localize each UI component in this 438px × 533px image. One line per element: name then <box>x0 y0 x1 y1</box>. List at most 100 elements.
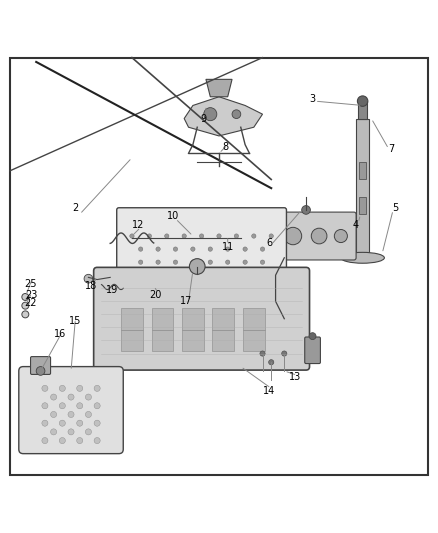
Circle shape <box>85 394 92 400</box>
Ellipse shape <box>199 230 212 247</box>
Circle shape <box>85 429 92 435</box>
Text: 17: 17 <box>180 296 193 306</box>
Circle shape <box>94 438 100 443</box>
Text: 13: 13 <box>289 373 301 383</box>
Circle shape <box>42 403 48 409</box>
Circle shape <box>138 247 143 251</box>
Circle shape <box>189 259 205 274</box>
Circle shape <box>50 411 57 417</box>
Circle shape <box>165 234 169 238</box>
Circle shape <box>311 228 327 244</box>
Bar <box>121 329 143 351</box>
Circle shape <box>357 96 368 107</box>
Circle shape <box>22 294 29 301</box>
Text: 18: 18 <box>85 281 97 291</box>
Circle shape <box>309 333 316 340</box>
Circle shape <box>284 228 302 245</box>
Circle shape <box>156 260 160 264</box>
Text: 11: 11 <box>222 242 234 252</box>
Circle shape <box>94 420 100 426</box>
Circle shape <box>199 234 204 238</box>
Circle shape <box>77 385 83 391</box>
Text: 15: 15 <box>69 316 81 326</box>
Ellipse shape <box>220 228 235 249</box>
Text: 9: 9 <box>201 114 207 124</box>
FancyBboxPatch shape <box>117 208 286 277</box>
Bar <box>356 118 369 258</box>
Bar <box>152 329 173 351</box>
Circle shape <box>94 403 100 409</box>
Text: 23: 23 <box>25 290 37 300</box>
FancyBboxPatch shape <box>94 268 310 370</box>
Circle shape <box>208 260 212 264</box>
Circle shape <box>114 272 124 282</box>
Bar <box>212 308 234 329</box>
Text: 20: 20 <box>150 290 162 300</box>
Circle shape <box>147 234 152 238</box>
Bar <box>243 329 265 351</box>
Circle shape <box>42 385 48 391</box>
Text: 12: 12 <box>132 220 145 230</box>
Bar <box>358 101 367 118</box>
Circle shape <box>217 234 221 238</box>
Circle shape <box>182 234 186 238</box>
Circle shape <box>50 394 57 400</box>
Circle shape <box>269 234 273 238</box>
Text: 16: 16 <box>54 329 66 339</box>
Circle shape <box>138 260 143 264</box>
Circle shape <box>59 438 65 443</box>
Text: 4: 4 <box>353 220 359 230</box>
Ellipse shape <box>186 230 199 247</box>
Text: 14: 14 <box>263 385 275 395</box>
Text: 25: 25 <box>25 279 37 289</box>
Text: 3: 3 <box>310 94 316 104</box>
Circle shape <box>22 311 29 318</box>
Circle shape <box>334 230 347 243</box>
Bar <box>243 308 265 329</box>
Bar <box>121 308 143 329</box>
Bar <box>182 308 204 329</box>
Circle shape <box>59 385 65 391</box>
Text: 2: 2 <box>72 203 78 213</box>
Bar <box>152 308 173 329</box>
FancyBboxPatch shape <box>19 367 123 454</box>
Polygon shape <box>184 97 262 136</box>
Text: 10: 10 <box>167 212 180 221</box>
Text: 22: 22 <box>25 298 37 309</box>
Circle shape <box>84 274 93 283</box>
Circle shape <box>260 351 265 356</box>
Circle shape <box>130 234 134 238</box>
Bar <box>359 197 366 214</box>
Circle shape <box>42 420 48 426</box>
Circle shape <box>191 260 195 264</box>
Polygon shape <box>206 79 232 97</box>
FancyBboxPatch shape <box>31 357 50 375</box>
Circle shape <box>191 247 195 251</box>
Text: 7: 7 <box>388 144 394 154</box>
Circle shape <box>22 302 29 309</box>
Bar <box>212 329 234 351</box>
Bar <box>182 329 204 351</box>
Circle shape <box>68 429 74 435</box>
Circle shape <box>85 411 92 417</box>
Text: 5: 5 <box>392 203 399 213</box>
Circle shape <box>243 247 247 251</box>
Circle shape <box>68 394 74 400</box>
Circle shape <box>173 260 178 264</box>
Circle shape <box>173 247 178 251</box>
Circle shape <box>243 260 247 264</box>
Circle shape <box>94 385 100 391</box>
Bar <box>359 162 366 180</box>
Text: 6: 6 <box>266 238 272 247</box>
Circle shape <box>234 234 239 238</box>
Circle shape <box>260 260 265 264</box>
Circle shape <box>59 403 65 409</box>
Circle shape <box>42 438 48 443</box>
Circle shape <box>282 351 287 356</box>
Text: 8: 8 <box>223 142 229 152</box>
Circle shape <box>77 420 83 426</box>
Circle shape <box>226 247 230 251</box>
Polygon shape <box>110 271 176 297</box>
Circle shape <box>260 247 265 251</box>
Circle shape <box>68 411 74 417</box>
